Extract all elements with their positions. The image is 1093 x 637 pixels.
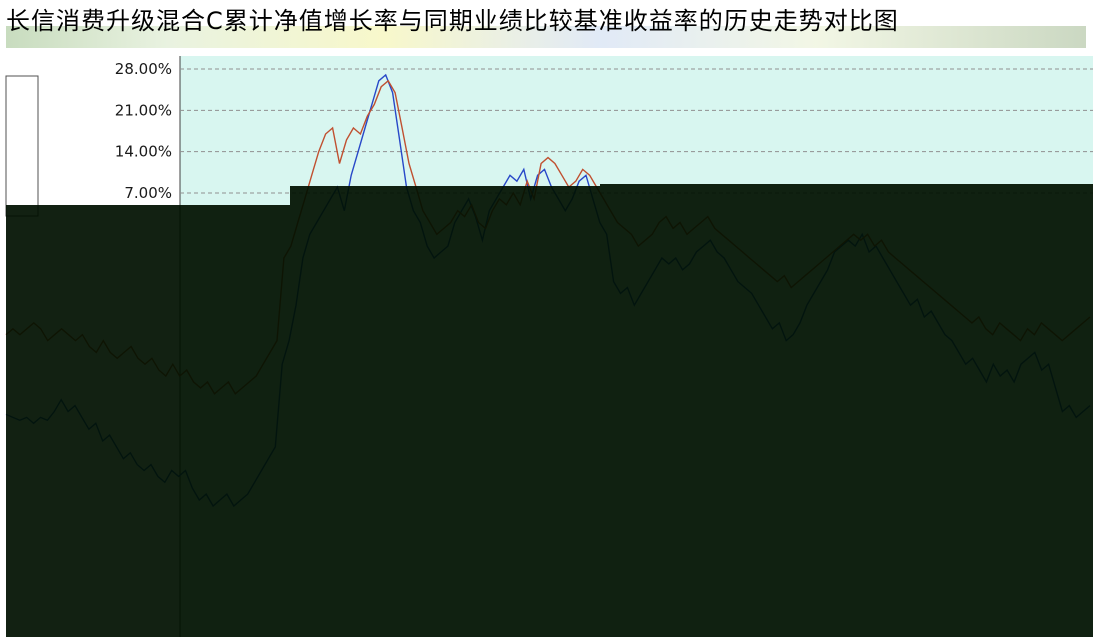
title-background-noise [6, 26, 1086, 48]
dark-block-strip [290, 186, 600, 205]
dark-overlay-block [6, 184, 1093, 637]
y-tick-label: 14.00% [115, 143, 172, 161]
left-panel-frame [5, 75, 39, 217]
y-tick-labels: 28.00% 21.00% 14.00% 7.00% [115, 60, 172, 202]
dark-block-lower [6, 205, 1093, 637]
y-tick-label: 28.00% [115, 60, 172, 78]
dark-block-upper-right [600, 184, 1093, 205]
y-tick-label: 7.00% [124, 184, 172, 202]
y-tick-label: 21.00% [115, 101, 172, 119]
chart-title: 长信消费升级混合C累计净值增长率与同期业绩比较基准收益率的历史走势对比图 [6, 7, 899, 35]
